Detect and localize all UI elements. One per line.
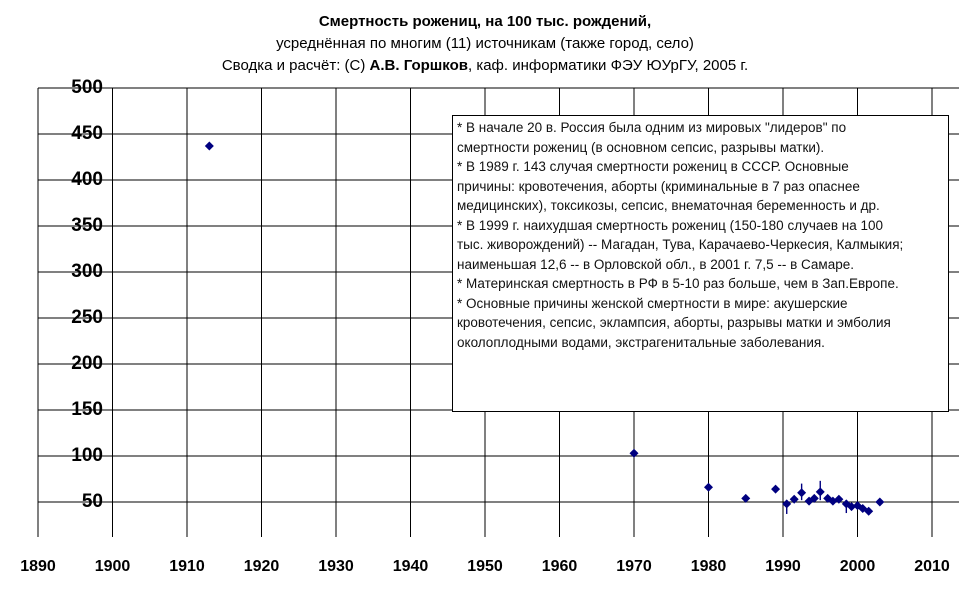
y-tick-label: 300 xyxy=(71,261,103,282)
x-tick-label: 1960 xyxy=(541,558,578,575)
annotation-line: тыс. живорождений) -- Магадан, Тува, Кар… xyxy=(457,237,904,252)
y-tick-label: 200 xyxy=(71,353,103,374)
annotation-line: * В 1989 г. 143 случая смертности рожени… xyxy=(457,159,849,174)
chart-title-line3: Сводка и расчёт: (С) А.В. Горшков, каф. … xyxy=(0,55,970,77)
annotation-line: наименьшая 12,6 -- в Орловской обл., в 2… xyxy=(457,256,854,272)
data-point-diamond xyxy=(204,141,214,151)
y-tick-label: 100 xyxy=(71,445,103,466)
x-tick-label: 1910 xyxy=(169,558,205,575)
annotation-line: медицинских), токсикозы, сепсис, внемато… xyxy=(457,198,880,213)
y-tick-label: 150 xyxy=(71,399,103,420)
chart-title-line2: усреднённая по многим (11) источникам (т… xyxy=(276,35,694,52)
x-tick-label: 1900 xyxy=(94,558,131,575)
credit-author: А.В. Горшков xyxy=(369,57,468,74)
x-tick-label: 1970 xyxy=(616,558,652,575)
annotation-line: * Основные причины женской смертности в … xyxy=(457,295,848,311)
data-point-diamond xyxy=(809,493,819,503)
data-point-diamond xyxy=(847,502,857,512)
y-tick-label: 250 xyxy=(71,307,103,328)
x-tick-label: 1940 xyxy=(392,558,429,575)
chart-title: Смертность рожениц, на 100 тыс. рождений… xyxy=(0,11,970,77)
y-tick-label: 400 xyxy=(71,169,103,190)
data-point-diamond xyxy=(875,497,885,507)
data-point-diamond xyxy=(797,488,807,498)
data-point-diamond xyxy=(834,494,844,504)
data-point-diamond xyxy=(815,487,825,497)
data-point-diamond xyxy=(704,482,713,492)
y-tick-label: 450 xyxy=(71,123,103,144)
x-tick-label: 1980 xyxy=(690,558,727,575)
data-point-diamond xyxy=(864,506,874,516)
x-tick-label: 1890 xyxy=(20,558,56,575)
annotation-line: * В начале 20 в. Россия была одним из ми… xyxy=(457,120,847,135)
annotation-line: смертности рожениц (в основном сепсис, р… xyxy=(457,139,825,155)
annotation-line: * Материнская смертность в РФ в 5-10 раз… xyxy=(457,276,899,291)
credit-suffix: , каф. информатики ФЭУ ЮУрГУ, 2005 г. xyxy=(467,57,749,74)
data-point-diamond xyxy=(741,493,751,503)
data-point-diamond xyxy=(629,448,639,458)
x-tick-label: 1990 xyxy=(765,558,801,575)
annotation-line: * В 1999 г. наихудшая смертность рожениц… xyxy=(457,217,884,233)
annotation-line: причины: кровотечения, аборты (криминаль… xyxy=(457,178,860,194)
y-tick-label: 350 xyxy=(71,215,103,236)
annotation-box: * В начале 20 в. Россия была одним из ми… xyxy=(452,115,949,412)
x-tick-label: 1920 xyxy=(243,558,280,575)
data-point-diamond xyxy=(782,499,792,509)
x-tick-label: 2000 xyxy=(839,558,876,575)
x-tick-label: 1930 xyxy=(318,558,354,575)
data-point-diamond xyxy=(789,494,799,504)
y-tick-label: 50 xyxy=(81,491,103,512)
x-tick-label: 2010 xyxy=(914,558,950,575)
annotation-line: околоплодными водами, экстрагенитальные … xyxy=(457,334,825,350)
data-point-diamond xyxy=(771,484,781,494)
credit-prefix: Сводка и расчёт: (С) xyxy=(221,57,370,74)
y-tick-label: 500 xyxy=(71,77,103,98)
chart-title-line1: Смертность рожениц, на 100 тыс. рождений… xyxy=(318,13,652,30)
x-tick-label: 1950 xyxy=(467,558,503,575)
annotation-line: кровотечения, сепсис, эклампсия, аборты,… xyxy=(457,315,891,330)
